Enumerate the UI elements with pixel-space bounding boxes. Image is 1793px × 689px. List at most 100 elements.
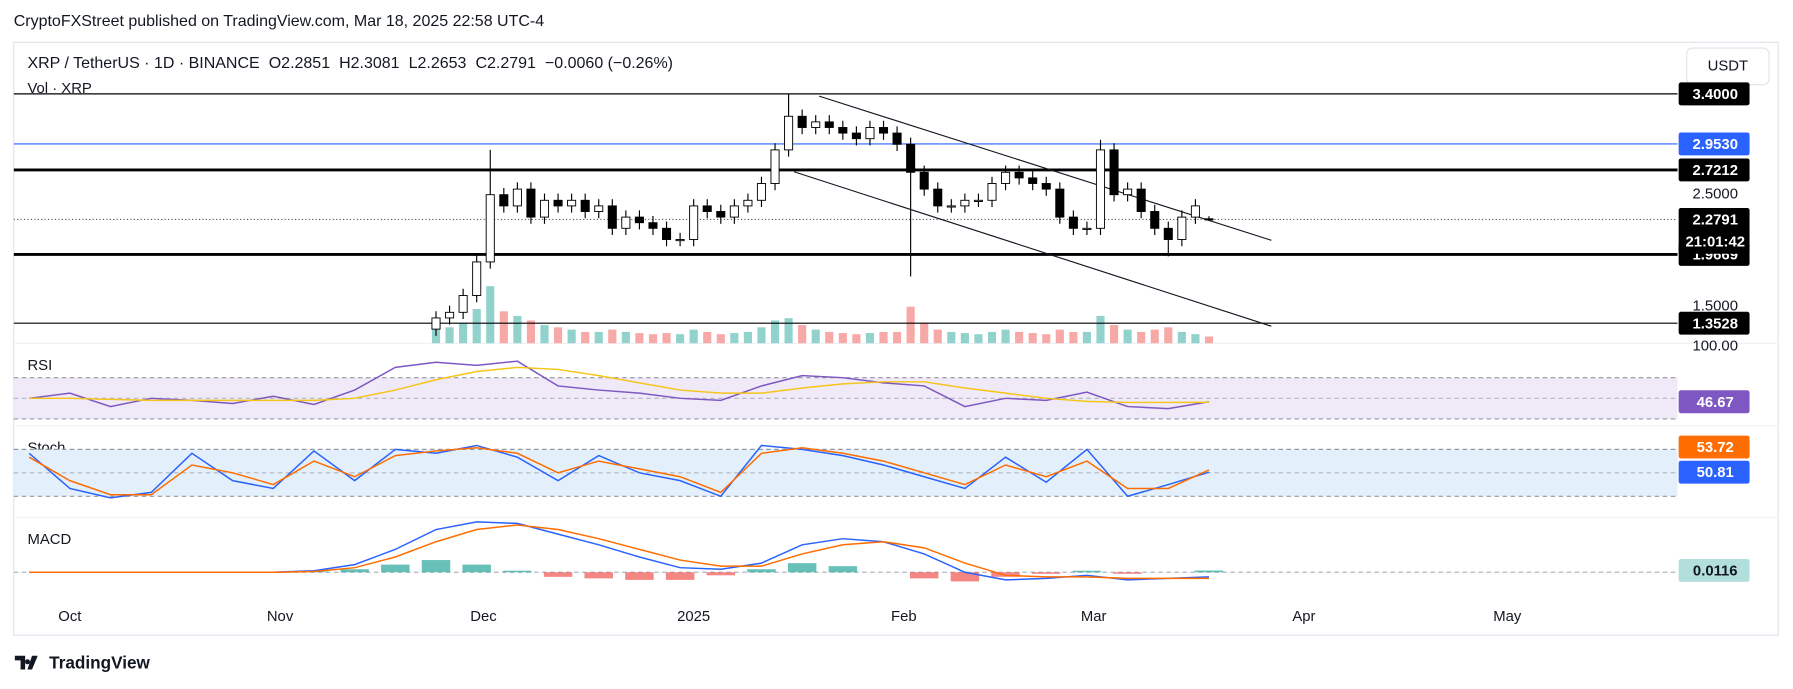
y-tick-label: 100.00: [1693, 339, 1738, 355]
volume-bar: [730, 333, 739, 344]
histogram-bar: [747, 569, 776, 573]
currency-button-label[interactable]: USDT: [1708, 58, 1748, 74]
volume-bar: [865, 333, 875, 344]
candle-body: [472, 261, 482, 296]
ohlc-change: −0.0060 (−0.26%): [545, 55, 673, 72]
candle-body: [878, 127, 889, 134]
candle-body: [1041, 183, 1051, 190]
candle-body: [797, 115, 807, 128]
candle-body: [933, 188, 943, 207]
volume-bar: [1096, 315, 1105, 344]
last-price-label: 2.2791: [1693, 213, 1738, 229]
histogram-bar: [1072, 570, 1102, 573]
indicator-line: [28, 444, 1210, 499]
ohlc-low: L2.2653: [409, 55, 467, 72]
volume-bar: [1015, 331, 1024, 344]
candle-body: [770, 149, 780, 184]
candle-body: [567, 199, 577, 207]
level-label: 2.9530: [1693, 137, 1738, 153]
candle-body: [580, 199, 590, 212]
volume-bar: [445, 327, 454, 344]
volume-bar: [838, 333, 847, 344]
volume-bar: [1055, 329, 1064, 344]
volume-bar: [676, 334, 685, 344]
candle-body: [1068, 216, 1078, 229]
candle-body: [445, 311, 455, 319]
volume-bar: [567, 329, 576, 344]
candle-body: [906, 143, 916, 173]
indicator-title: RSI: [27, 358, 52, 374]
volume-bar: [987, 331, 997, 344]
volume-bar: [594, 331, 603, 344]
candle-body: [662, 227, 672, 240]
volume-bar: [743, 331, 752, 344]
ohlc-high: H2.3081: [339, 55, 400, 72]
volume-bar: [1177, 331, 1186, 344]
volume-bar: [513, 315, 522, 344]
candle-body: [1001, 171, 1011, 184]
logo: TradingView: [14, 652, 151, 672]
volume-bar: [581, 331, 590, 344]
candle-body: [811, 121, 821, 128]
candle-body: [553, 199, 563, 207]
volume-bar: [1042, 334, 1051, 344]
volume-bar: [459, 322, 468, 344]
histogram-bar: [340, 569, 369, 573]
candle-body: [892, 132, 902, 145]
volume-bar: [960, 333, 969, 344]
volume-bar: [716, 334, 725, 344]
volume-bar: [879, 331, 888, 344]
volume-bar: [635, 333, 644, 344]
candle-body: [756, 183, 766, 201]
candle-body: [716, 211, 726, 218]
candle-body: [1163, 227, 1173, 240]
volume-bar: [1204, 336, 1214, 344]
candle-body: [621, 216, 631, 229]
histogram-bar: [950, 572, 980, 582]
value-badge-box: [1678, 390, 1750, 414]
candle-body: [851, 132, 861, 140]
volume-bar: [906, 306, 915, 344]
candle-body: [607, 205, 617, 229]
value-badge: 46.67: [1697, 395, 1734, 411]
indicator-line: [29, 524, 1209, 580]
candle-body: [634, 216, 644, 224]
histogram-bar: [909, 572, 939, 579]
logo-text: TradingView: [49, 652, 150, 672]
y-tick-label: 2.5000: [1693, 187, 1738, 203]
currency-button[interactable]: USDT: [1686, 47, 1770, 86]
candle-body: [946, 205, 956, 208]
volume-bar: [540, 325, 549, 344]
candle-body: [675, 239, 685, 242]
candle-body: [594, 205, 604, 212]
candle-body: [1095, 149, 1106, 229]
candle-body: [1014, 171, 1024, 179]
candle-body: [784, 115, 794, 151]
volume-bar: [757, 327, 766, 344]
candle-body: [499, 194, 509, 207]
candle-body: [838, 127, 848, 134]
histogram-bar: [503, 570, 532, 573]
candle-body: [1123, 188, 1133, 196]
volume-bar: [920, 322, 929, 344]
volume-bar: [553, 327, 563, 344]
candle-body: [1055, 188, 1065, 218]
candle-body: [526, 188, 536, 218]
level-label-box: [1678, 311, 1750, 335]
candle-body: [865, 127, 875, 140]
volume-bar: [526, 320, 536, 344]
volume-bar: [703, 331, 712, 344]
countdown: 21:01:42: [1686, 234, 1745, 250]
candle-body: [1190, 205, 1200, 218]
volume-bar: [608, 329, 617, 344]
volume-bar: [472, 309, 481, 344]
histogram-bar: [828, 566, 858, 573]
ohlc-open: O2.2851: [269, 55, 330, 72]
level-label-box: [1678, 158, 1750, 182]
candle-body: [512, 188, 522, 207]
volume-bar: [486, 286, 495, 344]
value-badge-box: [1678, 460, 1750, 484]
volume-label: Vol · XRP: [27, 81, 91, 97]
volume-bar: [1137, 331, 1146, 344]
